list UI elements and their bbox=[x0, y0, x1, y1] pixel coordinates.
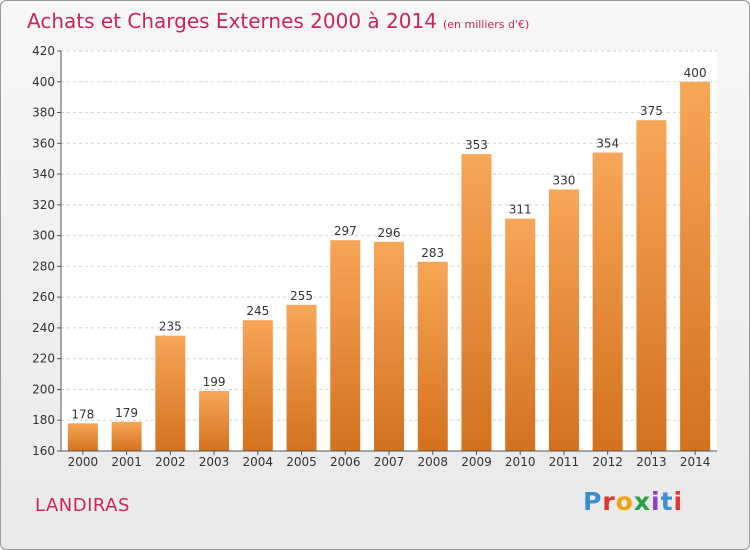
bar bbox=[461, 154, 492, 452]
bar-value-label: 178 bbox=[71, 407, 94, 421]
logo-letter: o bbox=[615, 487, 634, 516]
x-tick-label: 2009 bbox=[461, 455, 492, 469]
x-tick-label: 2004 bbox=[243, 455, 274, 469]
y-tick-label: 180 bbox=[32, 413, 55, 427]
y-tick-label: 400 bbox=[32, 75, 55, 89]
y-tick-label: 220 bbox=[32, 352, 55, 366]
x-tick-label: 2013 bbox=[636, 455, 667, 469]
chart-subtitle: (en milliers d'€) bbox=[442, 18, 530, 31]
y-tick-label: 360 bbox=[32, 136, 55, 150]
bar-value-label: 400 bbox=[684, 66, 707, 80]
y-tick-label: 380 bbox=[32, 106, 55, 120]
x-tick-label: 2002 bbox=[155, 455, 186, 469]
bar-value-label: 311 bbox=[509, 203, 532, 217]
bar bbox=[592, 152, 623, 452]
y-tick-label: 280 bbox=[32, 259, 55, 273]
bar bbox=[111, 421, 142, 451]
x-tick-label: 2003 bbox=[199, 455, 230, 469]
bar-value-label: 354 bbox=[596, 137, 619, 151]
x-tick-label: 2008 bbox=[417, 455, 448, 469]
logo-letter: r bbox=[602, 487, 616, 516]
bar bbox=[374, 241, 404, 451]
x-tick-label: 2000 bbox=[68, 455, 99, 469]
bar bbox=[242, 320, 273, 451]
logo-letter: P bbox=[583, 487, 603, 516]
bar-value-label: 179 bbox=[115, 406, 138, 420]
bar bbox=[680, 81, 711, 452]
bar bbox=[155, 335, 186, 451]
bar bbox=[636, 120, 667, 451]
x-tick-label: 2014 bbox=[680, 455, 711, 469]
bar-value-label: 353 bbox=[465, 138, 488, 152]
bar bbox=[548, 189, 579, 451]
proxiti-logo: Proxiti bbox=[583, 487, 683, 516]
x-tick-label: 2007 bbox=[374, 455, 405, 469]
bar bbox=[417, 261, 448, 451]
logo-letter: x bbox=[633, 487, 651, 516]
y-tick-label: 320 bbox=[32, 198, 55, 212]
x-tick-label: 2011 bbox=[549, 455, 580, 469]
bar-value-label: 255 bbox=[290, 289, 313, 303]
y-tick-label: 340 bbox=[32, 167, 55, 181]
city-name: LANDIRAS bbox=[35, 495, 130, 516]
y-tick-label: 300 bbox=[32, 229, 55, 243]
bar bbox=[286, 304, 317, 451]
bar-value-label: 330 bbox=[552, 173, 575, 187]
chart-title-text: Achats et Charges Externes 2000 à 2014 bbox=[27, 9, 437, 33]
logo-letter: t bbox=[660, 487, 674, 516]
x-tick-label: 2012 bbox=[592, 455, 623, 469]
x-tick-label: 2010 bbox=[505, 455, 536, 469]
y-tick-label: 160 bbox=[32, 444, 55, 458]
bar bbox=[505, 218, 536, 451]
bar-value-label: 296 bbox=[378, 226, 401, 240]
bar-value-label: 375 bbox=[640, 104, 663, 118]
y-tick-label: 240 bbox=[32, 321, 55, 335]
chart-title: Achats et Charges Externes 2000 à 2014 (e… bbox=[27, 9, 529, 33]
bar-value-label: 235 bbox=[159, 320, 182, 334]
x-tick-label: 2001 bbox=[111, 455, 142, 469]
bar-value-label: 199 bbox=[203, 375, 226, 389]
y-tick-label: 260 bbox=[32, 290, 55, 304]
x-tick-label: 2006 bbox=[330, 455, 361, 469]
bar-value-label: 297 bbox=[334, 224, 357, 238]
y-tick-label: 420 bbox=[32, 44, 55, 58]
x-tick-label: 2005 bbox=[286, 455, 317, 469]
bar bbox=[330, 240, 361, 451]
bar-value-label: 283 bbox=[421, 246, 444, 260]
bar bbox=[199, 391, 230, 451]
y-tick-label: 200 bbox=[32, 382, 55, 396]
logo-letter: i bbox=[673, 487, 684, 516]
bar-value-label: 245 bbox=[246, 304, 269, 318]
bar bbox=[67, 423, 98, 451]
logo-letter: i bbox=[651, 487, 661, 516]
